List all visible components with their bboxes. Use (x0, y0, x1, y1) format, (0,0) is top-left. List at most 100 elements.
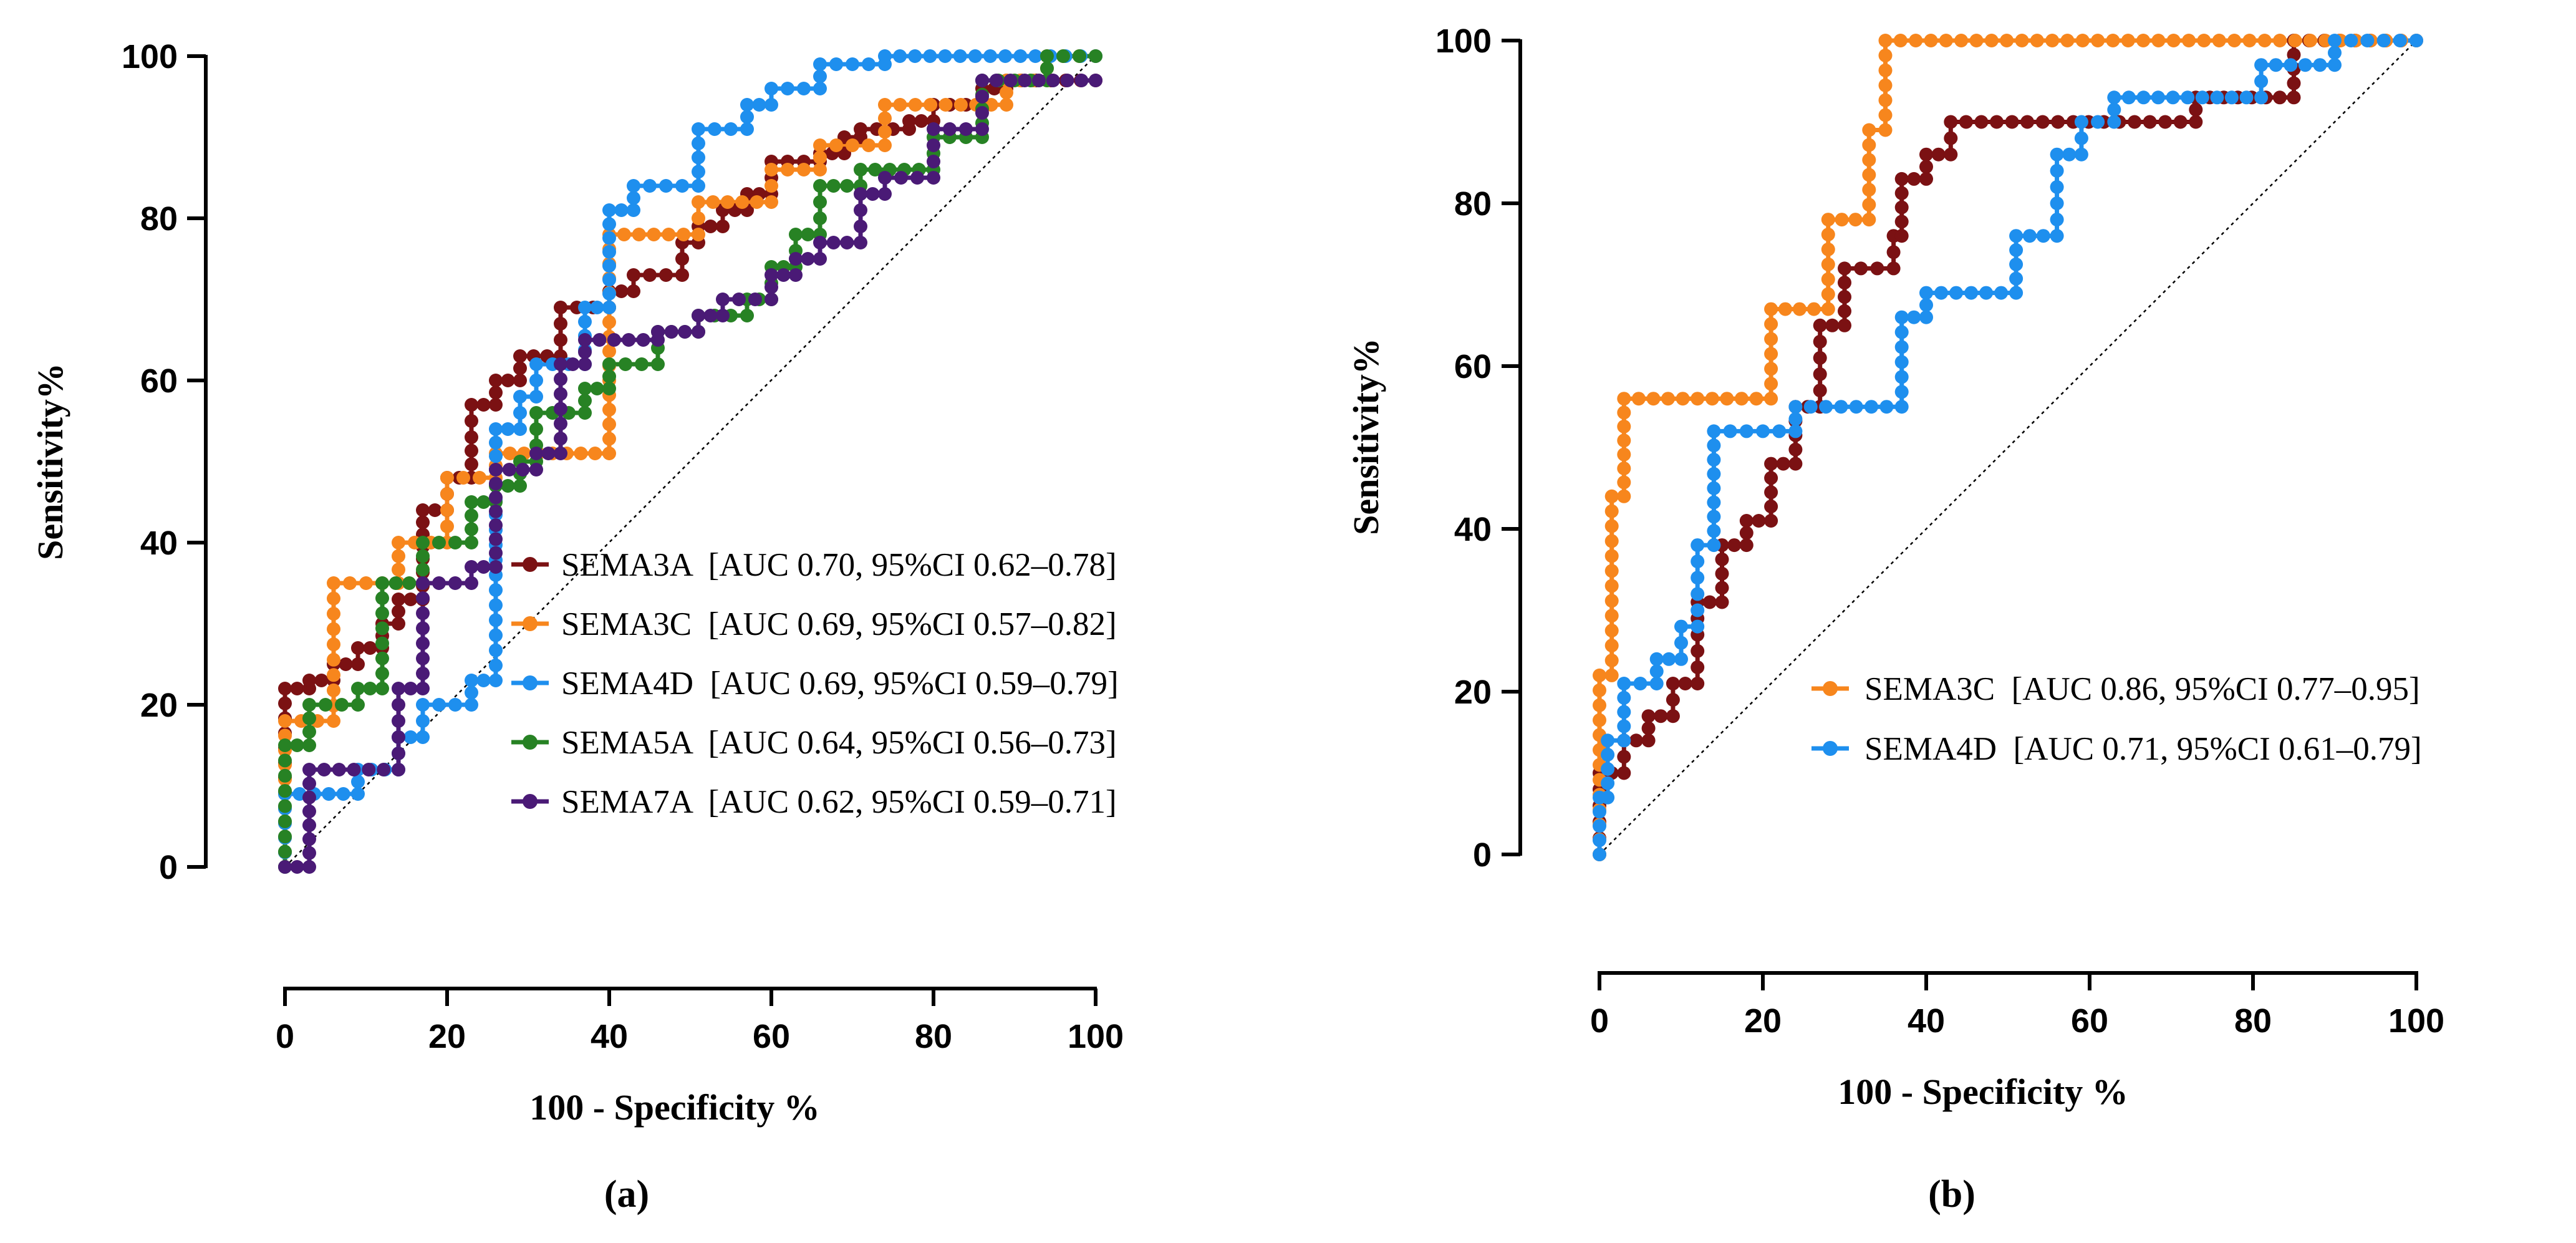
panel-b-point-sema4d (1788, 400, 1803, 414)
panel-a-point-sema3c (797, 163, 811, 177)
panel-a-point-sema7a (854, 236, 867, 249)
panel-b-point-sema3a (1825, 318, 1840, 332)
panel-b-point-sema3a (2287, 90, 2301, 105)
panel-a-point-sema3a (465, 443, 478, 458)
panel-a-point-sema3c (327, 714, 340, 728)
panel-b-label: (b) (1928, 1173, 1975, 1216)
panel-a-point-sema7a (302, 804, 316, 818)
panel-b-point-sema3c (1604, 654, 1619, 667)
panel-a-point-sema5a (278, 768, 292, 783)
panel-a-point-sema3a (554, 333, 567, 347)
panel-b-point-sema3c (1792, 302, 1807, 316)
panel-a-point-sema7a (554, 417, 567, 431)
panel-a-point-sema3c (765, 163, 778, 177)
panel-b-point-sema3c (2000, 34, 2014, 47)
panel-b-point-sema3a (1764, 500, 1778, 514)
panel-b-point-sema3c (2015, 34, 2029, 47)
panel-a-point-sema7a (716, 309, 730, 322)
panel-a-point-sema3c (503, 447, 517, 460)
panel-a-point-sema7a (290, 860, 304, 874)
panel-a-point-sema3c (1000, 98, 1013, 112)
panel-a-point-sema7a (554, 372, 567, 386)
panel-a-point-sema3a (278, 696, 292, 710)
panel-a-point-sema3c (735, 195, 750, 209)
panel-a-point-sema5a (290, 738, 304, 752)
panel-a-point-sema4d (489, 449, 503, 463)
panel-a-point-sema3c (343, 576, 357, 590)
panel-a-point-sema3a (914, 114, 929, 128)
panel-a-point-sema5a (635, 357, 649, 371)
panel-a-point-sema7a (943, 122, 957, 136)
panel-a-point-sema7a (465, 576, 478, 590)
panel-a-point-sema7a (1089, 74, 1102, 87)
panel-b-point-sema4d (2376, 34, 2391, 47)
panel-b-point-sema4d (1601, 790, 1615, 805)
panel-b-point-sema3c (1705, 392, 1719, 406)
panel-b-point-sema3c (2288, 34, 2302, 47)
panel-b-legend-swatch-marker (1823, 681, 1838, 696)
panel-a-y-tick-label: 40 (140, 525, 178, 562)
panel-a-point-sema7a (489, 504, 503, 518)
panel-b-point-sema3a (1691, 644, 1705, 658)
panel-b-point-sema4d (1707, 524, 1721, 538)
panel-a-point-sema3c (440, 471, 454, 485)
panel-a-point-sema5a (801, 228, 815, 241)
panel-b-point-sema3a (2128, 115, 2142, 129)
panel-a-point-sema7a (975, 74, 989, 87)
panel-b-point-sema4d (2254, 74, 2269, 89)
panel-a-point-sema7a (732, 293, 746, 306)
panel-a-point-sema4d (627, 203, 640, 217)
panel-b-point-sema4d (2050, 196, 2064, 210)
panel-a-point-sema7a (592, 333, 607, 347)
panel-b-legend-label: SEMA3C [AUC 0.86, 95%CI 0.77–0.95] (1864, 671, 2420, 707)
panel-b-point-sema3a (1813, 351, 1827, 365)
panel-a-point-sema4d (602, 301, 616, 314)
panel-a-point-sema4d (351, 775, 365, 789)
panel-a-point-sema3c (1000, 85, 1013, 100)
panel-a-point-sema7a (765, 293, 778, 306)
panel-a-point-sema3c (456, 471, 470, 485)
panel-b-point-sema3c (2257, 34, 2272, 47)
panel-b-point-sema3c (1893, 34, 1908, 47)
panel-a-point-sema7a (840, 236, 854, 249)
panel-b-point-sema4d (2313, 58, 2327, 72)
panel-a-point-sema4d (489, 613, 503, 627)
panel-a-point-sema7a (664, 325, 678, 339)
panel-a-point-sema7a (813, 236, 827, 249)
panel-a-point-sema4d (602, 244, 616, 259)
panel-a-point-sema4d (878, 49, 892, 63)
panel-a-point-sema4d (529, 357, 543, 371)
panel-b-point-sema3c (1969, 34, 1984, 47)
panel-a-point-sema3a (675, 252, 689, 266)
panel-a-point-sema3c (359, 576, 373, 590)
panel-a-point-sema4d (998, 49, 1013, 63)
panel-a-point-sema4d (489, 674, 503, 687)
panel-b-point-sema3c (1878, 108, 1893, 122)
panel-b-point-sema4d (2074, 131, 2088, 145)
panel-b-reference-diagonal (1599, 40, 2417, 855)
panel-a-point-sema3c (327, 607, 340, 621)
panel-b-point-sema3a (1739, 538, 1754, 553)
panel-b-point-sema3c (1764, 377, 1778, 391)
panel-b-point-sema4d (1788, 424, 1803, 438)
panel-a-point-sema3c (706, 195, 720, 209)
panel-a-label: (a) (604, 1173, 649, 1216)
panel-a-point-sema4d (659, 179, 673, 193)
panel-b-point-sema3c (2136, 34, 2151, 47)
panel-a-point-sema3a (659, 268, 673, 282)
panel-a-point-sema3a (392, 617, 405, 631)
panel-a-point-sema4d (813, 57, 827, 71)
panel-a-point-sema7a (910, 171, 924, 185)
panel-a-point-sema3c (878, 125, 892, 139)
panel-b-point-sema3a (1813, 334, 1827, 349)
panel-a-point-sema5a (278, 814, 292, 828)
panel-a-y-tick-label: 0 (159, 849, 178, 886)
panel-b-point-sema3a (1838, 290, 1851, 304)
panel-a-point-sema4d (602, 217, 616, 231)
panel-a-point-sema5a (813, 195, 827, 209)
panel-b-point-sema4d (2050, 147, 2064, 162)
panel-a-point-sema7a (566, 357, 580, 371)
panel-a-point-sema4d (465, 685, 478, 700)
panel-a-point-sema4d (983, 49, 997, 63)
panel-b-point-sema4d (2136, 90, 2151, 105)
